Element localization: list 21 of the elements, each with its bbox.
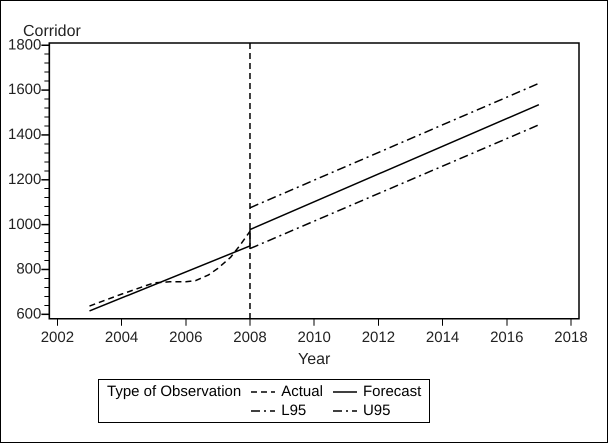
legend-label: L95 bbox=[281, 402, 306, 419]
x-tick-label: 2018 bbox=[554, 328, 588, 346]
x-tick-label: 2002 bbox=[40, 328, 74, 346]
y-tick-label: 1600 bbox=[8, 81, 42, 98]
x-axis-title: Year bbox=[298, 350, 332, 368]
x-tick-label: 2016 bbox=[490, 328, 524, 346]
x-tick-label: 2006 bbox=[169, 328, 202, 346]
legend-label: Actual bbox=[281, 383, 323, 400]
y-tick-label: 1400 bbox=[8, 126, 42, 144]
x-tick-label: 2014 bbox=[426, 328, 460, 346]
y-tick-label: 1200 bbox=[8, 170, 42, 188]
y-tick-label: 800 bbox=[16, 260, 42, 278]
y-tick-label: 600 bbox=[16, 305, 42, 322]
legend-title: Type of Observation bbox=[107, 383, 242, 400]
legend-label: Forecast bbox=[362, 383, 422, 400]
y-tick-label: 1000 bbox=[8, 216, 42, 233]
x-tick-label: 2010 bbox=[297, 328, 331, 346]
x-tick-label: 2012 bbox=[362, 328, 396, 346]
x-tick-label: 2008 bbox=[233, 328, 267, 346]
x-tick-label: 2004 bbox=[104, 328, 138, 346]
legend-label: U95 bbox=[362, 402, 390, 419]
